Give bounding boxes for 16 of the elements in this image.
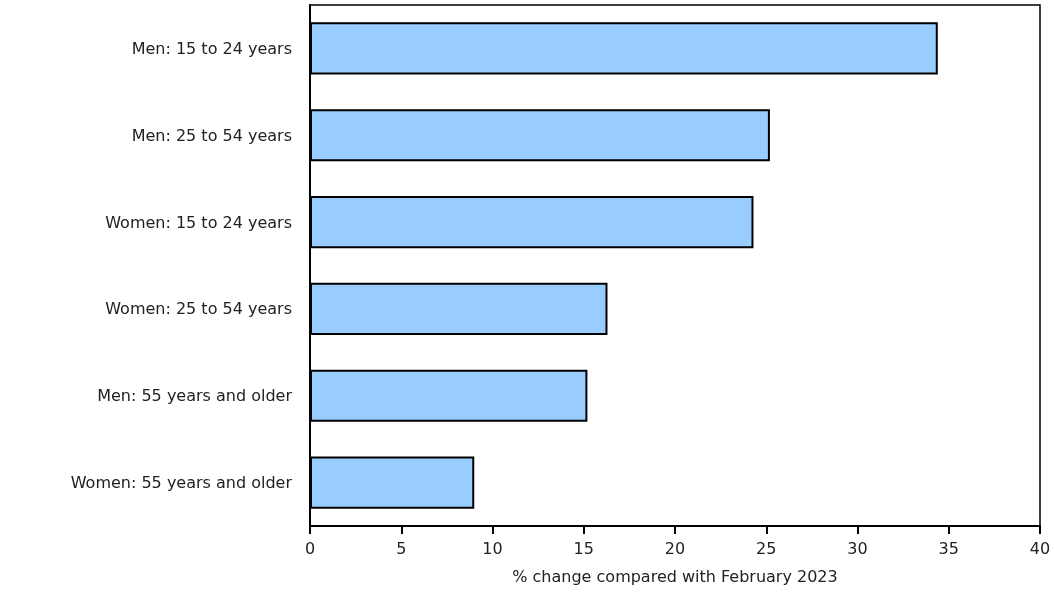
x-axis-title: % change compared with February 2023	[512, 566, 838, 586]
y-tick-label: Women: 25 to 54 years	[105, 299, 292, 319]
x-tick-label: 0	[304, 538, 316, 558]
y-tick-label: Men: 55 years and older	[97, 386, 293, 406]
y-tick-label: Women: 15 to 24 years	[105, 212, 292, 232]
x-tick-label: 5	[396, 538, 407, 558]
x-tick-label: 25	[756, 538, 777, 558]
x-tick-label: 15	[573, 538, 594, 558]
x-tick-label: 10	[482, 538, 503, 558]
x-tick-label: 35	[938, 538, 959, 558]
y-tick-label: Women: 55 years and older	[70, 473, 293, 493]
y-tick-label: Men: 15 to 24 years	[131, 38, 292, 58]
x-tick-label: 30	[847, 538, 868, 558]
x-tick-label: 20	[664, 538, 686, 558]
y-tick-label: Men: 25 to 54 years	[131, 125, 292, 145]
x-tick-label: 40	[1029, 538, 1051, 558]
